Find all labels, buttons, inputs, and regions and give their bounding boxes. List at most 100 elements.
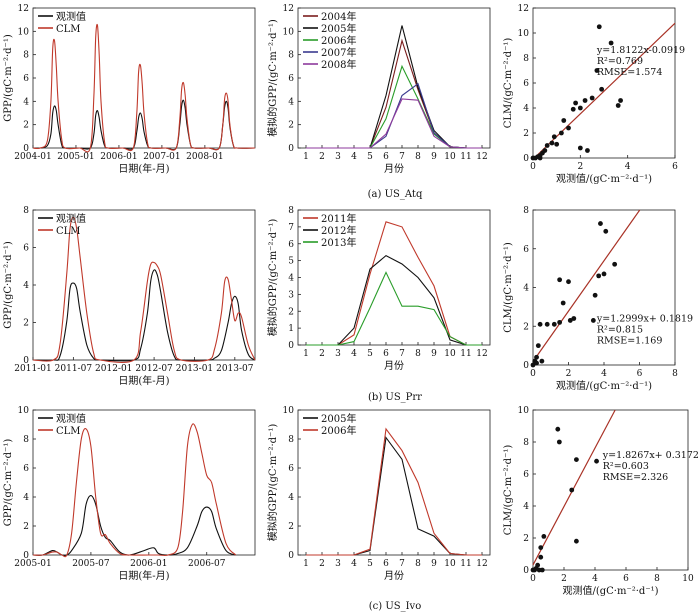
scatter-point [551, 321, 557, 327]
y-tick-label: 0 [288, 144, 294, 154]
x-axis-label: 月份 [384, 570, 404, 582]
y-axis-label: GPP/(gC·m⁻²·d⁻¹) [3, 34, 14, 122]
scatter-point [560, 300, 566, 306]
y-axis-label: 模拟的GPP/(gC·m⁻²·d⁻¹) [266, 424, 279, 542]
scatter-point [574, 457, 579, 462]
y-tick-label: 10 [518, 29, 530, 39]
x-tick-label: 6 [383, 559, 389, 569]
y-tick-label: 6 [288, 464, 294, 474]
y-tick-label: 6 [23, 464, 29, 474]
x-tick-label: 8 [672, 369, 678, 379]
x-tick-label: 5 [367, 559, 373, 569]
stats-annotation: R²=0.603 [603, 461, 649, 472]
scatter-point [618, 98, 623, 103]
x-tick-label: 6 [672, 162, 678, 172]
y-tick-label: 6 [523, 245, 529, 255]
x-tick-label: 11 [460, 349, 471, 359]
x-tick-label: 6 [383, 152, 389, 162]
x-tick-label: 0 [530, 369, 536, 379]
x-axis-label: 观测值/(gC·m⁻²·d⁻¹) [562, 584, 658, 597]
x-tick-label: 6 [623, 574, 629, 584]
y-tick-label: 0 [23, 356, 29, 366]
scatter-point [537, 155, 543, 161]
series-line [306, 64, 482, 149]
x-axis-label: 月份 [384, 360, 404, 372]
scatter-point [556, 439, 562, 445]
x-tick-label: 6 [637, 369, 643, 379]
y-axis-label: CLM/(gC·m⁻²·d⁻¹) [503, 445, 514, 536]
x-tick-label: 2011-01 [14, 364, 51, 374]
y-tick-label: 2 [288, 522, 294, 532]
y-tick-label: 1 [288, 324, 294, 334]
y-tick-label: 12 [283, 4, 294, 14]
y-tick-label: 0 [23, 551, 29, 561]
x-tick-label: 2005-01 [57, 152, 94, 162]
scatter-point [574, 538, 579, 544]
scatter-point [590, 318, 596, 323]
y-axis-label: GPP/(gC·m⁻²·d⁻¹) [3, 241, 14, 329]
y-tick-label: 2 [23, 522, 29, 532]
y-tick-label: 4 [523, 104, 529, 114]
stats-annotation: RMSE=1.169 [597, 336, 662, 347]
scatter-point [596, 273, 602, 279]
x-tick-label: 2006-01 [100, 152, 137, 162]
x-tick-label: 2 [319, 152, 325, 162]
series-line [306, 427, 482, 556]
scatter-point [559, 130, 564, 136]
y-axis-label: CLM/(gC·m⁻²·d⁻¹) [503, 242, 514, 333]
y-tick-label: 6 [288, 74, 294, 84]
y-tick-label: 8 [288, 51, 294, 61]
x-tick-label: 2006-07 [188, 559, 226, 569]
y-tick-label: 2 [523, 534, 529, 544]
y-tick-label: 6 [288, 240, 294, 250]
x-axis-label: 日期(年-月) [118, 162, 169, 175]
scatter-point [557, 277, 563, 283]
x-tick-label: 0 [530, 162, 536, 172]
x-tick-label: 3 [335, 559, 341, 569]
scatter-point [567, 318, 573, 323]
x-tick-label: 1 [303, 349, 309, 359]
legend-label: CLM [56, 426, 81, 437]
y-tick-label: 2 [288, 307, 294, 317]
y-tick-label: 8 [288, 435, 294, 445]
caption-c: (c) US_Ivo [369, 601, 421, 612]
x-tick-label: 6 [383, 349, 389, 359]
scatter-point [566, 125, 571, 131]
legend-label: CLM [56, 24, 81, 35]
y-tick-label: 0 [288, 551, 294, 561]
x-axis-label: 观测值/(gC·m⁻²·d⁻¹) [556, 379, 652, 392]
caption-a: (a) US_Atq [368, 189, 423, 200]
x-tick-label: 9 [431, 349, 437, 359]
x-tick-label: 0 [530, 574, 536, 584]
y-tick-label: 8 [523, 206, 529, 216]
stats-annotation: RMSE=2.326 [603, 472, 668, 483]
regression-line [533, 22, 676, 159]
y-tick-label: 4 [523, 284, 529, 294]
scatter-point [577, 105, 583, 111]
x-tick-label: 1 [303, 152, 309, 162]
series-line [32, 23, 256, 153]
scatter-point [566, 279, 571, 285]
y-tick-label: 6 [523, 79, 529, 89]
legend-label: 观测值 [56, 212, 86, 225]
scatter-point [573, 100, 578, 106]
x-axis-label: 日期(年-月) [118, 569, 169, 582]
x-tick-label: 7 [399, 559, 405, 569]
scatter-point [542, 148, 548, 153]
scatter-point [561, 118, 567, 123]
y-tick-label: 2 [523, 322, 529, 332]
x-tick-label: 9 [431, 152, 437, 162]
scatter-point [537, 321, 543, 327]
y-tick-label: 0 [288, 341, 294, 351]
stats-annotation: y=1.8267x+ 0.3172 [602, 450, 699, 461]
x-tick-label: 2007-01 [143, 152, 180, 162]
chart-a-right: 0 2 4 6 8 10 12 0 2 4 6 观测值/(gC·m⁻²·d⁻¹) CLM/(gC·m⁻²… [503, 4, 685, 185]
y-tick-label: 4 [288, 97, 294, 107]
scatter-point [592, 292, 598, 298]
x-tick-label: 8 [654, 574, 660, 584]
y-tick-label: 6 [523, 470, 529, 480]
scatter-point [596, 24, 602, 30]
series-line [32, 495, 236, 556]
